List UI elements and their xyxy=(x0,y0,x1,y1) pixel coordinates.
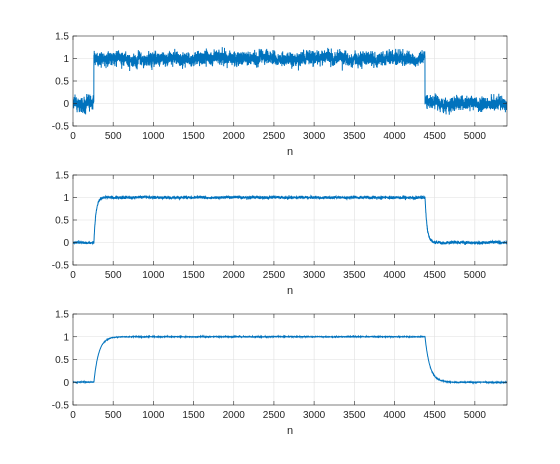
x-tick-label: 2000 xyxy=(223,270,246,281)
x-tick-label: 4500 xyxy=(424,270,447,281)
y-tick-label: 1.5 xyxy=(55,32,69,43)
x-tick-label: 1500 xyxy=(182,131,205,142)
x-tick-label: 4500 xyxy=(424,410,447,421)
x-tick-label: 4000 xyxy=(383,270,406,281)
x-ticks: 0 500 1000 1500 2000 2500 3000 3500 4000 4500 5000 xyxy=(70,36,486,142)
subplot-2: 0 500 1000 1500 2000 2500 3000 3500 4000 4500 5000… xyxy=(52,171,508,297)
subplot-1: 0 500 1000 1500 2000 2500 3000 3500 4000 4500 5000… xyxy=(52,32,508,158)
y-tick-label: 0 xyxy=(63,99,69,110)
x-tick-label: 4000 xyxy=(383,410,406,421)
y-tick-label: 1 xyxy=(63,332,69,343)
x-axis-label: n xyxy=(287,146,293,158)
x-tick-label: 1000 xyxy=(142,131,165,142)
y-ticks: -0.5 0 0.5 1 1.5 xyxy=(52,32,507,133)
x-tick-label: 1500 xyxy=(182,270,205,281)
x-tick-label: 4000 xyxy=(383,131,406,142)
y-tick-label: 0.5 xyxy=(55,77,69,88)
y-tick-label: 0 xyxy=(63,238,69,249)
x-tick-label: 5000 xyxy=(464,270,487,281)
x-tick-label: 1000 xyxy=(142,270,165,281)
x-tick-label: 0 xyxy=(70,410,76,421)
x-tick-label: 2000 xyxy=(223,410,246,421)
x-tick-label: 500 xyxy=(105,270,122,281)
x-tick-label: 0 xyxy=(70,270,76,281)
x-ticks: 0 500 1000 1500 2000 2500 3000 3500 4000 4500 5000 xyxy=(70,175,486,281)
subplot-3: 0 500 1000 1500 2000 2500 3000 3500 4000 4500 5000… xyxy=(52,310,508,437)
series-line xyxy=(73,194,507,246)
x-tick-label: 2500 xyxy=(263,131,286,142)
x-tick-label: 0 xyxy=(70,131,76,142)
x-axis-label: n xyxy=(287,285,293,297)
x-tick-label: 1500 xyxy=(182,410,205,421)
x-tick-label: 3500 xyxy=(343,410,366,421)
y-tick-label: 1 xyxy=(63,193,69,204)
x-tick-label: 5000 xyxy=(464,410,487,421)
y-tick-label: -0.5 xyxy=(52,122,70,133)
y-ticks: -0.5 0 0.5 1 1.5 xyxy=(52,310,507,412)
x-tick-label: 3000 xyxy=(303,410,326,421)
x-tick-label: 500 xyxy=(105,410,122,421)
x-tick-label: 5000 xyxy=(464,131,487,142)
x-tick-label: 2000 xyxy=(223,131,246,142)
y-tick-label: -0.5 xyxy=(52,261,70,272)
x-tick-label: 2500 xyxy=(263,410,286,421)
y-tick-label: 1.5 xyxy=(55,310,69,321)
y-tick-label: 0.5 xyxy=(55,355,69,366)
x-tick-label: 1000 xyxy=(142,410,165,421)
y-tick-label: 0.5 xyxy=(55,216,69,227)
series-line xyxy=(73,334,507,385)
x-tick-label: 3500 xyxy=(343,131,366,142)
x-tick-label: 2500 xyxy=(263,270,286,281)
x-axis-label: n xyxy=(287,425,293,437)
x-tick-label: 3000 xyxy=(303,131,326,142)
x-tick-label: 3500 xyxy=(343,270,366,281)
x-ticks: 0 500 1000 1500 2000 2500 3000 3500 4000 4500 5000 xyxy=(70,314,486,421)
y-tick-label: -0.5 xyxy=(52,401,70,412)
y-tick-label: 1 xyxy=(63,54,69,65)
y-tick-label: 1.5 xyxy=(55,171,69,182)
series-line xyxy=(73,47,507,115)
x-tick-label: 500 xyxy=(105,131,122,142)
y-tick-label: 0 xyxy=(63,378,69,389)
x-tick-label: 3000 xyxy=(303,270,326,281)
y-ticks: -0.5 0 0.5 1 1.5 xyxy=(52,171,507,272)
x-tick-label: 4500 xyxy=(424,131,447,142)
